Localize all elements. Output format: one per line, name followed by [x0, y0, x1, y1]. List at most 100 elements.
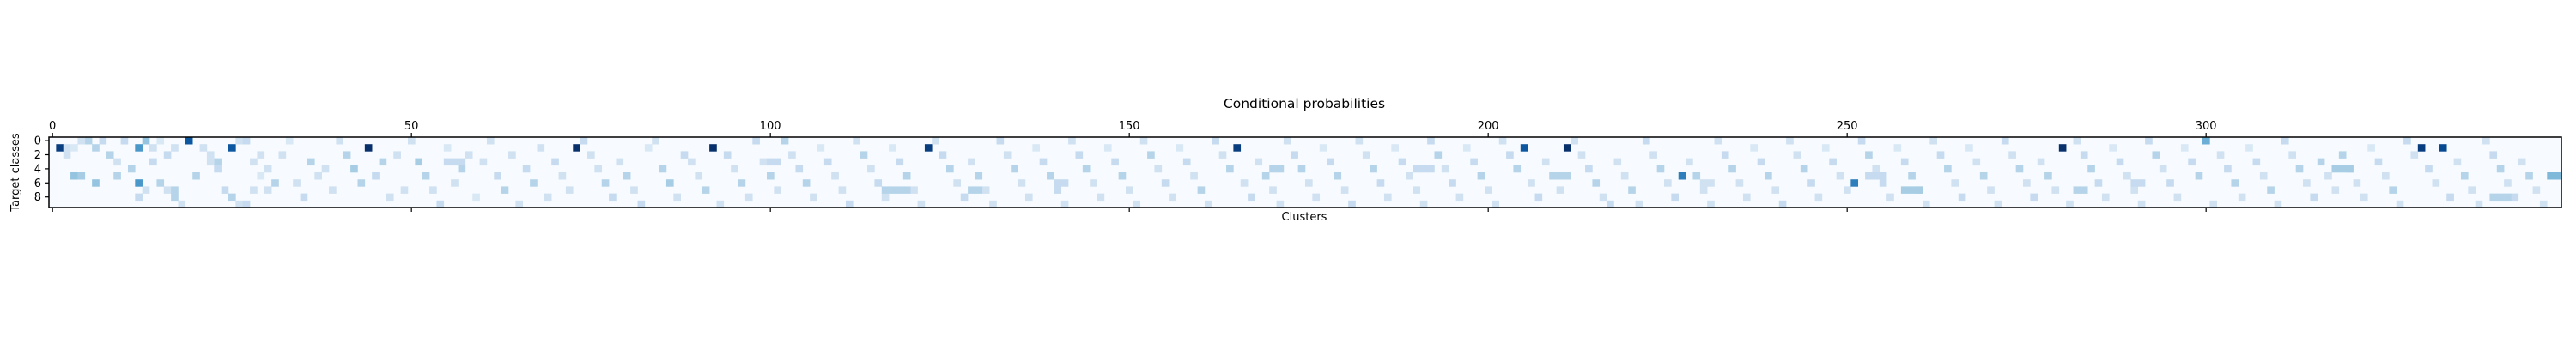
heatmap-cell	[465, 151, 473, 159]
heatmap-cell	[2058, 144, 2067, 152]
heatmap-cell	[738, 179, 746, 187]
heatmap-cell	[2166, 179, 2174, 187]
heatmap-cell	[2396, 200, 2404, 208]
heatmap-cell	[1707, 200, 1715, 208]
heatmap-cell	[2195, 172, 2203, 180]
heatmap-cell	[1011, 165, 1018, 173]
heatmap-cell	[1987, 186, 1995, 194]
x-tick-label: 250	[1837, 120, 1858, 133]
heatmap-cell	[731, 165, 738, 173]
heatmap-cell	[451, 179, 459, 187]
heatmap-cell	[1549, 172, 1557, 180]
heatmap-cell	[1054, 179, 1062, 187]
heatmap-cell	[1413, 186, 1421, 194]
heatmap-cell	[565, 186, 574, 194]
heatmap-cell	[70, 144, 78, 152]
heatmap-cell	[1269, 165, 1277, 173]
heatmap-cell	[156, 179, 165, 187]
heatmap-cell	[1872, 172, 1880, 180]
heatmap-cell	[1362, 151, 1370, 159]
heatmap-cell	[2044, 172, 2052, 180]
heatmap-cell	[142, 137, 150, 145]
heatmap-cell	[910, 186, 918, 194]
heatmap-cell	[2231, 179, 2239, 187]
heatmap-cell	[1075, 151, 1084, 159]
heatmap-cell	[2116, 158, 2124, 166]
heatmap-cell	[2252, 158, 2261, 166]
heatmap-cell	[1979, 172, 1988, 180]
heatmap-cell	[823, 158, 832, 166]
heatmap-cell	[680, 151, 689, 159]
heatmap-cell	[2137, 179, 2146, 187]
heatmap-cell	[1261, 172, 1270, 180]
heatmap-cell	[257, 151, 265, 159]
heatmap-cell	[436, 200, 445, 208]
heatmap-cell	[989, 200, 997, 208]
heatmap-cell	[2324, 172, 2332, 180]
heatmap-cell	[2389, 186, 2397, 194]
heatmap-cell	[1376, 179, 1385, 187]
heatmap-cell	[838, 186, 847, 194]
heatmap-cell	[1951, 179, 1959, 187]
heatmap-cell	[142, 186, 150, 194]
heatmap-cell	[1060, 179, 1069, 187]
heatmap-cell	[1765, 172, 1772, 180]
heatmap-cell	[2511, 193, 2519, 202]
heatmap-cell	[637, 200, 646, 208]
heatmap-cell	[199, 144, 208, 152]
heatmap-cell	[1018, 179, 1026, 187]
heatmap-cell	[422, 172, 430, 180]
heatmap-cell	[92, 144, 100, 152]
heatmap-cell	[1455, 193, 1464, 202]
heatmap-cell	[1118, 172, 1127, 180]
heatmap-cell	[831, 172, 839, 180]
heatmap-cell	[77, 172, 86, 180]
heatmap-cell	[744, 193, 753, 202]
heatmap-cell	[1807, 179, 1815, 187]
heatmap-cell	[2367, 144, 2375, 152]
heatmap-cell	[924, 144, 933, 152]
heatmap-cell	[2202, 137, 2210, 145]
heatmap-cell	[113, 158, 121, 166]
heatmap-cell	[1169, 193, 1176, 202]
heatmap-cell	[544, 193, 552, 202]
heatmap-cell	[1218, 151, 1227, 159]
heatmap-cell	[1032, 144, 1040, 152]
heatmap-cell	[1571, 137, 1578, 145]
heatmap-cell	[2023, 179, 2031, 187]
heatmap-cell	[1599, 193, 1607, 202]
heatmap-cell	[178, 200, 186, 208]
heatmap-cell	[1735, 179, 1744, 187]
heatmap-cell	[242, 200, 251, 208]
heatmap-cell	[1082, 165, 1091, 173]
heatmap-cell	[1334, 172, 1342, 180]
y-tick-label: 0	[34, 135, 41, 148]
y-tick-label: 4	[34, 163, 41, 176]
heatmap-cell	[400, 186, 409, 194]
heatmap-cell	[2159, 165, 2167, 173]
heatmap-cell	[1699, 186, 1708, 194]
heatmap-cell	[1147, 151, 1155, 159]
heatmap-cell	[1879, 179, 1887, 187]
heatmap-cell	[171, 144, 179, 152]
heatmap-cell	[443, 144, 452, 152]
chart-title: Conditional probabilities	[1224, 96, 1385, 111]
heatmap-cell	[171, 193, 179, 202]
heatmap-cell	[1291, 151, 1298, 159]
heatmap-cell	[2460, 172, 2469, 180]
heatmap-cell	[2130, 186, 2139, 194]
heatmap-cell	[1965, 144, 1973, 152]
heatmap-cell	[321, 165, 330, 173]
heatmap-cell	[2374, 158, 2383, 166]
heatmap-cell	[1872, 165, 1880, 173]
heatmap-cell	[2439, 144, 2447, 152]
heatmap-cell	[2554, 172, 2562, 180]
heatmap-cell	[1255, 158, 1263, 166]
heatmap-cell	[1197, 186, 1206, 194]
heatmap-cell	[2152, 151, 2160, 159]
heatmap-cell	[171, 186, 179, 194]
heatmap-cell	[2331, 186, 2340, 194]
heatmap-cell	[235, 200, 244, 208]
heatmap-cell	[788, 151, 796, 159]
heatmap-cell	[1427, 165, 1435, 173]
